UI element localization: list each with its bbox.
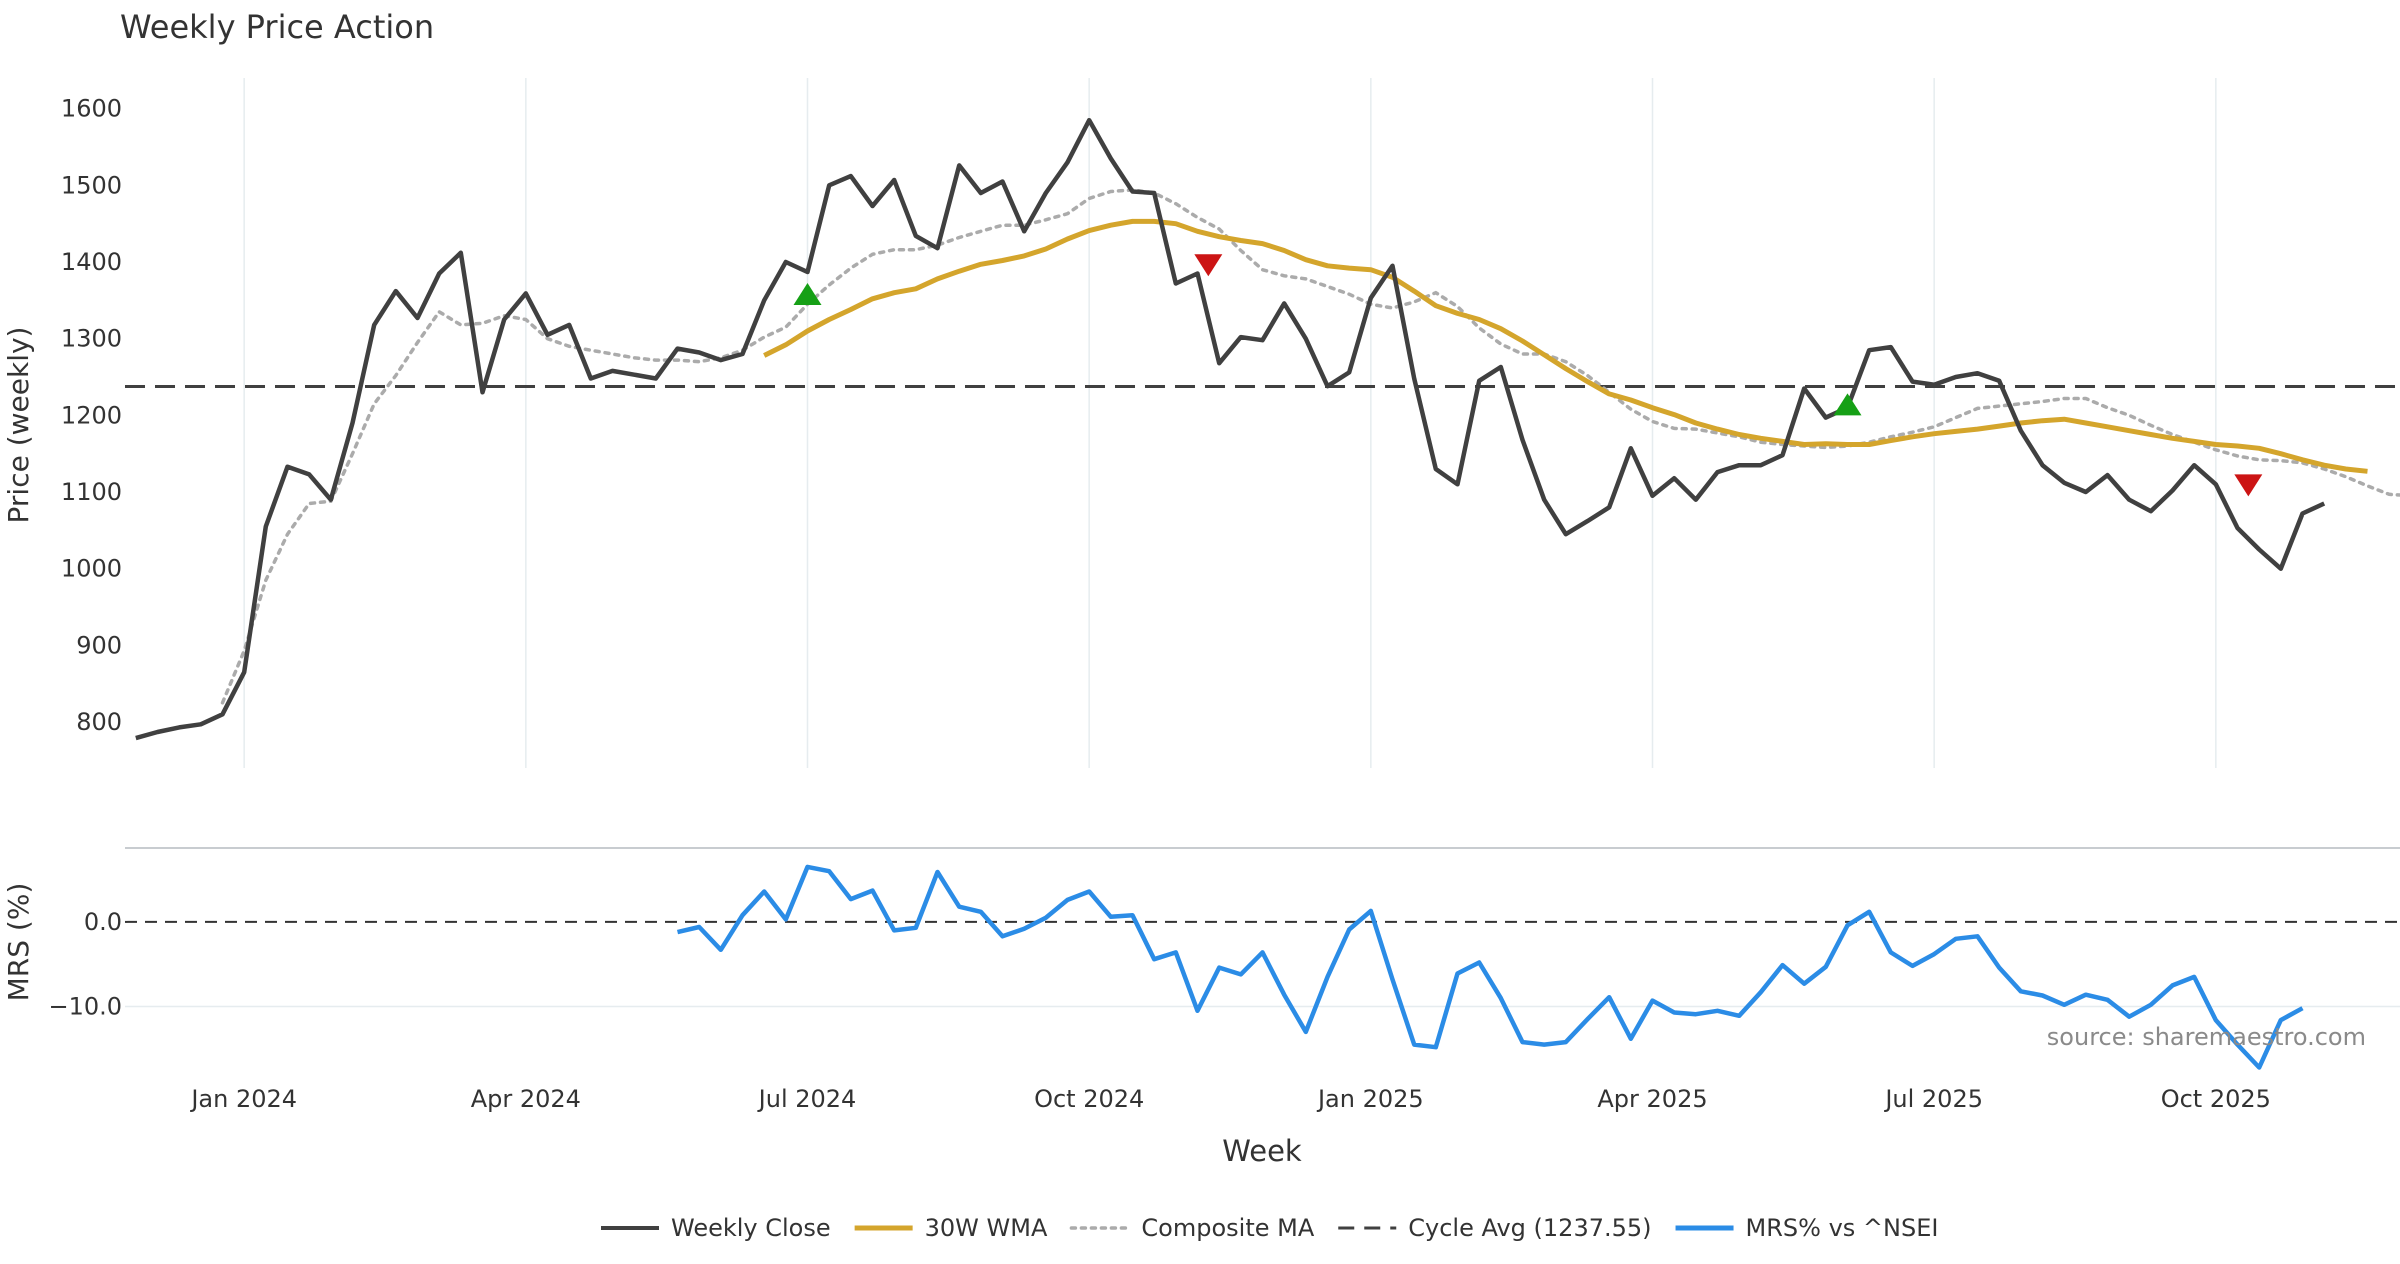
series-lines — [136, 120, 2400, 1067]
mrs-y-axis-label: MRS (%) — [2, 883, 35, 1002]
mrs-y-tick-label: −10.0 — [48, 993, 122, 1021]
price-y-tick-label: 1500 — [61, 171, 122, 199]
legend: Weekly Close 30W WMA Composite MA Cycle Avg… — [601, 1214, 1938, 1242]
weekly-close-line — [136, 120, 2324, 738]
price-y-tick-label: 1600 — [61, 95, 122, 123]
x-tick-label: Jul 2024 — [757, 1085, 857, 1113]
legend-label: Composite MA — [1141, 1214, 1314, 1242]
x-tick-label: Oct 2024 — [1034, 1085, 1144, 1113]
price-y-tick-label: 900 — [76, 631, 122, 659]
x-tick-label: Apr 2024 — [471, 1085, 581, 1113]
x-tick-label: Jan 2025 — [1316, 1085, 1424, 1113]
price-y-tick-label: 1300 — [61, 325, 122, 353]
price-y-ticks: 800 900 1000 1100 1200 1300 1400 1500 1600 — [61, 95, 122, 736]
wma-30w-line — [764, 221, 2367, 471]
x-tick-label: Jan 2024 — [189, 1085, 297, 1113]
chart-title: Weekly Price Action — [120, 8, 434, 46]
x-tick-label: Oct 2025 — [2161, 1085, 2271, 1113]
x-axis-label: Week — [1222, 1134, 1302, 1168]
buy-signal-marker — [1834, 393, 1862, 415]
composite-ma-line — [223, 190, 2400, 703]
mrs-y-ticks: 0.0 −10.0 — [48, 908, 122, 1021]
sell-signal-marker — [2234, 474, 2262, 496]
legend-label: Weekly Close — [671, 1214, 831, 1242]
price-y-tick-label: 1000 — [61, 555, 122, 583]
price-y-tick-label: 1200 — [61, 401, 122, 429]
mrs-y-tick-label: 0.0 — [84, 908, 122, 936]
reference-lines — [125, 387, 2400, 922]
x-tick-label: Jul 2025 — [1883, 1085, 1983, 1113]
price-y-tick-label: 1100 — [61, 478, 122, 506]
x-ticks: Jan 2024 Apr 2024 Jul 2024 Oct 2024 Jan 2025… — [189, 1085, 2271, 1113]
price-y-tick-label: 800 — [76, 708, 122, 736]
legend-label: MRS% vs ^NSEI — [1746, 1214, 1939, 1242]
grid-lines — [125, 78, 2400, 1007]
price-y-axis-label: Price (weekly) — [2, 327, 35, 524]
watermark-text: source: sharemaestro.com — [2047, 1023, 2366, 1051]
legend-label: 30W WMA — [925, 1214, 1048, 1242]
price-y-tick-label: 1400 — [61, 248, 122, 276]
x-tick-label: Apr 2025 — [1597, 1085, 1707, 1113]
legend-label: Cycle Avg (1237.55) — [1408, 1214, 1651, 1242]
